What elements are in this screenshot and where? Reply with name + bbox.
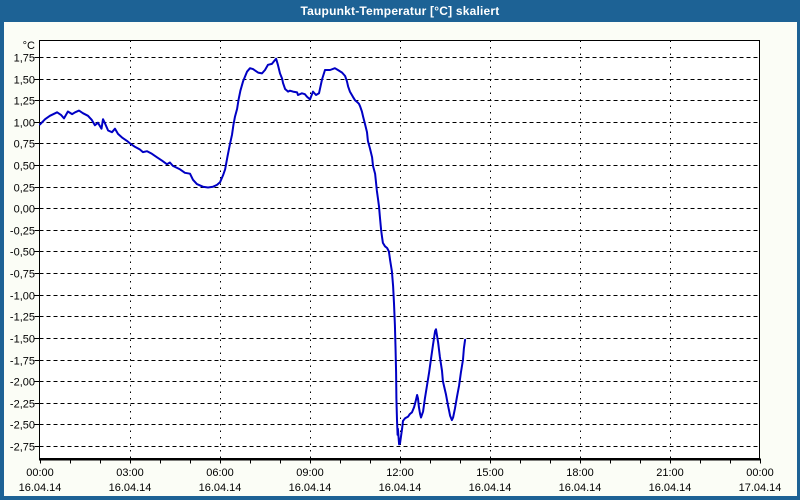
x-tick-time-label: 09:00 — [296, 467, 324, 479]
x-tick-time-label: 18:00 — [566, 467, 594, 479]
y-tick-label: -0,50 — [10, 247, 35, 259]
x-tick-date-label: 16.04.14 — [289, 482, 332, 494]
window-title-bar[interactable]: Taupunkt-Temperatur [°C] skaliert — [4, 0, 797, 22]
x-tick-time-label: 00:00 — [746, 467, 774, 479]
x-tick-date-label: 16.04.14 — [19, 482, 62, 494]
x-tick-time-label: 12:00 — [386, 467, 414, 479]
x-tick-time-label: 15:00 — [476, 467, 504, 479]
x-tick-time-label: 21:00 — [656, 467, 684, 479]
y-tick-label: 1,00 — [14, 118, 35, 130]
x-tick-date-label: 16.04.14 — [379, 482, 422, 494]
y-tick-label: 1,75 — [14, 53, 35, 65]
y-tick-label: -1,25 — [10, 312, 35, 324]
chart-area: 1,75 1,50 1,25 1,00 0,75 0,50 0,25 0,00 -0,25 -0,… — [4, 22, 797, 496]
y-gridlines — [39, 57, 760, 447]
y-tick-label: 0,50 — [14, 161, 35, 173]
x-tick-date-label: 17.04.14 — [739, 482, 782, 494]
x-tick-time-label: 03:00 — [116, 467, 144, 479]
y-tick-label: 1,50 — [14, 75, 35, 87]
y-tick-label: -1,75 — [10, 356, 35, 368]
y-axis-ticks — [34, 57, 40, 447]
y-axis-unit-label: °C — [23, 40, 35, 52]
y-tick-label: -0,25 — [10, 226, 35, 238]
x-tick-date-label: 16.04.14 — [109, 482, 152, 494]
x-tick-time-label: 00:00 — [26, 467, 54, 479]
y-tick-label: -2,75 — [10, 442, 35, 454]
y-tick-label: -1,00 — [10, 291, 35, 303]
dewpoint-temperature-line — [39, 57, 467, 446]
x-tick-date-label: 16.04.14 — [649, 482, 692, 494]
y-tick-label: 0,00 — [14, 204, 35, 216]
y-tick-label: -1,50 — [10, 334, 35, 346]
x-gridlines — [130, 40, 671, 459]
y-axis-labels: 1,75 1,50 1,25 1,00 0,75 0,50 0,25 0,00 -0,25 -0,… — [10, 53, 35, 454]
y-tick-label: 0,25 — [14, 183, 35, 195]
y-tick-label: 0,75 — [14, 139, 35, 151]
window-title: Taupunkt-Temperatur [°C] skaliert — [300, 4, 500, 18]
chart-canvas: 1,75 1,50 1,25 1,00 0,75 0,50 0,25 0,00 -0,25 -0,… — [10, 40, 782, 494]
y-tick-label: -2,25 — [10, 399, 35, 411]
x-axis-labels: 00:00 16.04.14 03:00 16.04.14 06:00 16.04.14 0… — [19, 467, 782, 494]
x-tick-time-label: 06:00 — [206, 467, 234, 479]
y-tick-label: -2,00 — [10, 377, 35, 389]
x-tick-date-label: 16.04.14 — [559, 482, 602, 494]
plot-background — [39, 40, 760, 459]
x-tick-date-label: 16.04.14 — [199, 482, 242, 494]
y-tick-label: -2,50 — [10, 420, 35, 432]
y-tick-label: 1,25 — [14, 96, 35, 108]
x-tick-date-label: 16.04.14 — [469, 482, 512, 494]
y-tick-label: -0,75 — [10, 269, 35, 281]
